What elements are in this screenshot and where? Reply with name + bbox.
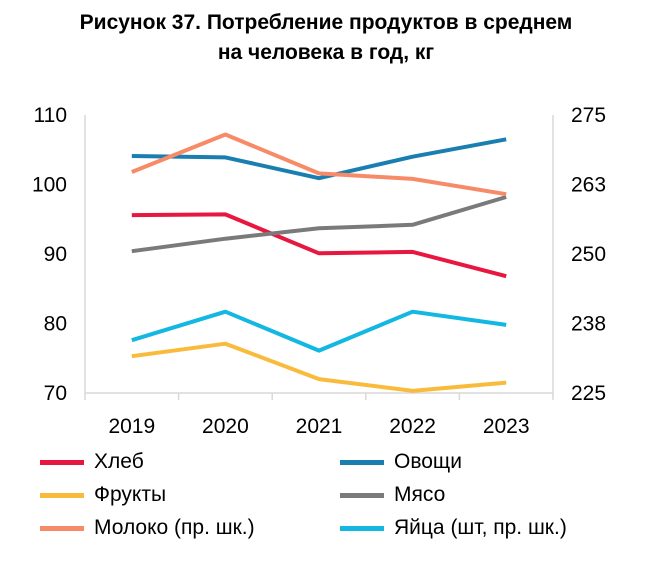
- legend-swatch: [340, 492, 384, 498]
- y-right-tick-label: 250: [571, 243, 606, 266]
- y-right-tick-label: 238: [571, 313, 606, 336]
- legend-label: Мясо: [394, 483, 446, 506]
- y-left-tick-label: 80: [44, 313, 67, 336]
- legend-item: Хлеб: [40, 450, 144, 474]
- legend-label: Яйца (шт, пр. шк.): [394, 516, 567, 539]
- y-left-tick-label: 100: [32, 174, 67, 197]
- legend-swatch: [340, 525, 384, 531]
- y-right-tick-label: 263: [571, 174, 606, 197]
- chart-title-line-1: Рисунок 37. Потребление продуктов в сред…: [79, 11, 573, 34]
- y-right-tick-label: 225: [571, 382, 606, 405]
- legend-swatch: [40, 492, 84, 498]
- legend-swatch: [340, 459, 384, 465]
- legend-item: Мясо: [340, 483, 445, 507]
- legend-swatch: [40, 459, 84, 465]
- series-line-Яйца (шт, пр. шк.): [131, 309, 507, 353]
- x-tick-label: 2023: [483, 415, 530, 438]
- series-line-Фрукты: [131, 341, 507, 393]
- legend-item: Фрукты: [40, 483, 166, 507]
- chart-title-line-2: на человека в год, кг: [217, 41, 435, 64]
- x-tick-label: 2021: [296, 415, 343, 438]
- series-line-Мясо: [131, 195, 507, 254]
- legend-label: Овощи: [394, 450, 462, 473]
- x-tick-label: 2022: [389, 415, 436, 438]
- x-tick-label: 2019: [108, 415, 155, 438]
- legend-label: Фрукты: [94, 483, 167, 506]
- legend-item: Яйца (шт, пр. шк.): [340, 516, 567, 540]
- y-left-tick-label: 90: [44, 243, 67, 266]
- legend-item: Овощи: [340, 450, 462, 474]
- legend-label: Молоко (пр. шк.): [94, 516, 255, 539]
- y-left-tick-label: 70: [44, 382, 67, 405]
- series-line-Хлеб: [131, 212, 507, 279]
- y-left-tick-label: 110: [34, 104, 67, 127]
- legend-label: Хлеб: [94, 450, 144, 473]
- chart-title: Рисунок 37. Потребление продуктов в сред…: [0, 8, 652, 68]
- legend-swatch: [40, 525, 84, 531]
- series-line-Овощи: [131, 137, 507, 181]
- series-line-Молоко (пр. шк.): [131, 132, 507, 197]
- legend-item: Молоко (пр. шк.): [40, 516, 255, 540]
- y-right-tick-label: 275: [571, 104, 606, 127]
- x-tick-label: 2020: [202, 415, 249, 438]
